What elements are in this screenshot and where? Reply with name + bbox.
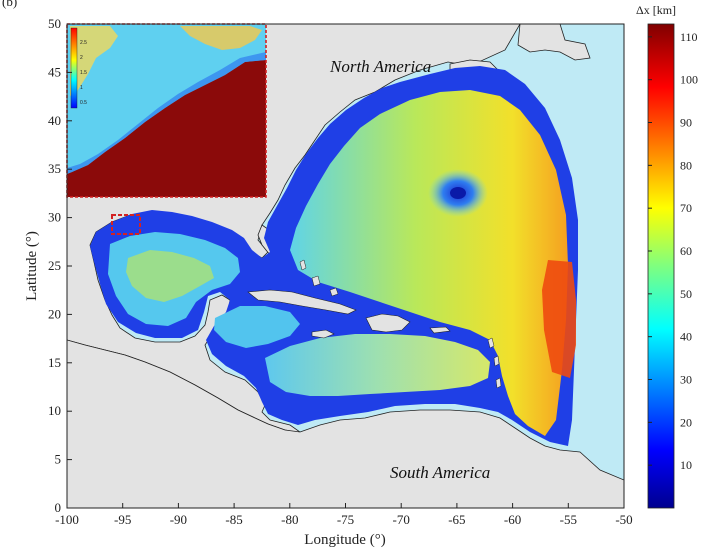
- region-label-north-america: North America: [329, 57, 431, 76]
- colorbar-tick-label: 20: [680, 415, 692, 429]
- y-tick-label: 45: [48, 64, 61, 79]
- mesh-max-strip: [542, 260, 576, 378]
- jamaica-island: [311, 329, 335, 339]
- inset-land-deep-red: [67, 60, 266, 197]
- inset-location-marker: [111, 214, 141, 235]
- colorbar-gradient: [647, 23, 675, 509]
- colorbar-tick-label: 70: [680, 201, 692, 215]
- inset-tick-3: 1.5: [80, 70, 87, 76]
- x-tick-label: -55: [560, 512, 577, 527]
- y-axis-label: Latitude (°): [24, 231, 40, 301]
- colorbar-ticks: 10 20 30 40 50 60 70 80 90 100 110: [648, 30, 698, 472]
- y-tick-label: 50: [48, 16, 61, 31]
- y-tick-label: 15: [48, 355, 61, 370]
- colorbar-tick-label: 30: [680, 373, 692, 387]
- cuba-island: [247, 289, 357, 315]
- panel-label: (b): [2, 0, 17, 9]
- x-tick-label: -60: [504, 512, 521, 527]
- x-axis-label: Longitude (°): [304, 532, 385, 548]
- x-tick-label: -95: [114, 512, 131, 527]
- x-tick-label: -85: [225, 512, 242, 527]
- y-tick-label: 20: [48, 306, 61, 321]
- inset-coastal-blue: [67, 52, 266, 174]
- y-tick-label: 35: [48, 161, 61, 176]
- region-label-south-america: South America: [390, 463, 490, 482]
- inset-tick-5: 0.5: [80, 100, 87, 106]
- inset-colorbar: [70, 27, 78, 109]
- x-tick-label: -50: [615, 512, 632, 527]
- colorbar-tick-label: 10: [680, 458, 692, 472]
- zoom-inset: 2.5 2 1.5 1 0.5: [66, 23, 267, 198]
- inset-tick-1: 2.5: [80, 40, 87, 46]
- x-tick-label: -70: [393, 512, 410, 527]
- colorbar-tick-label: 90: [680, 116, 692, 130]
- colorbar: Δx [km] 10 20 30 40 50 60 70 80 90 100 110: [636, 3, 698, 509]
- colorbar-tick-label: 60: [680, 244, 692, 258]
- bermuda-core: [450, 187, 466, 199]
- x-axis-ticks: -100 -95 -90 -85 -80 -75 -70 -65 -60 -55 -50: [55, 503, 633, 527]
- mesh-yucatan-basin: [214, 306, 300, 348]
- x-tick-label: -80: [281, 512, 298, 527]
- mesh-gulf-core: [126, 250, 214, 302]
- x-tick-label: -75: [337, 512, 354, 527]
- y-tick-label: 30: [48, 210, 61, 225]
- x-tick-label: -100: [55, 512, 79, 527]
- inset-tick-4: 1: [80, 85, 83, 91]
- colorbar-tick-label: 50: [680, 287, 692, 301]
- colorbar-tick-label: 40: [680, 330, 692, 344]
- y-tick-label: 5: [55, 452, 62, 467]
- y-tick-label: 40: [48, 113, 61, 128]
- y-axis-ticks: 0 5 10 15 20 25 30 35 40 45 50: [48, 16, 72, 515]
- lesser-antilles: [487, 337, 502, 389]
- south-america-landmass: [67, 339, 624, 508]
- northeast-coast-islands: [517, 24, 591, 61]
- mesh-atlantic-coarse: [290, 90, 568, 436]
- x-tick-label: -65: [448, 512, 465, 527]
- colorbar-tick-label: 100: [680, 73, 698, 87]
- colorbar-tick-label: 110: [680, 30, 698, 44]
- puerto-rico-island: [429, 326, 451, 334]
- inset-upper-yellow: [180, 26, 262, 50]
- colorbar-tick-label: 80: [680, 158, 692, 172]
- y-tick-label: 25: [48, 258, 61, 273]
- y-tick-label: 0: [55, 500, 62, 515]
- mesh-caribbean-interior: [265, 334, 490, 396]
- inset-tick-2: 2: [80, 55, 83, 61]
- y-tick-label: 10: [48, 403, 61, 418]
- colorbar-title: Δx [km]: [636, 3, 676, 17]
- hispaniola-island: [365, 313, 411, 333]
- x-tick-label: -90: [170, 512, 187, 527]
- inset-shore-yellow: [70, 26, 118, 96]
- bahamas-islands: [299, 259, 339, 297]
